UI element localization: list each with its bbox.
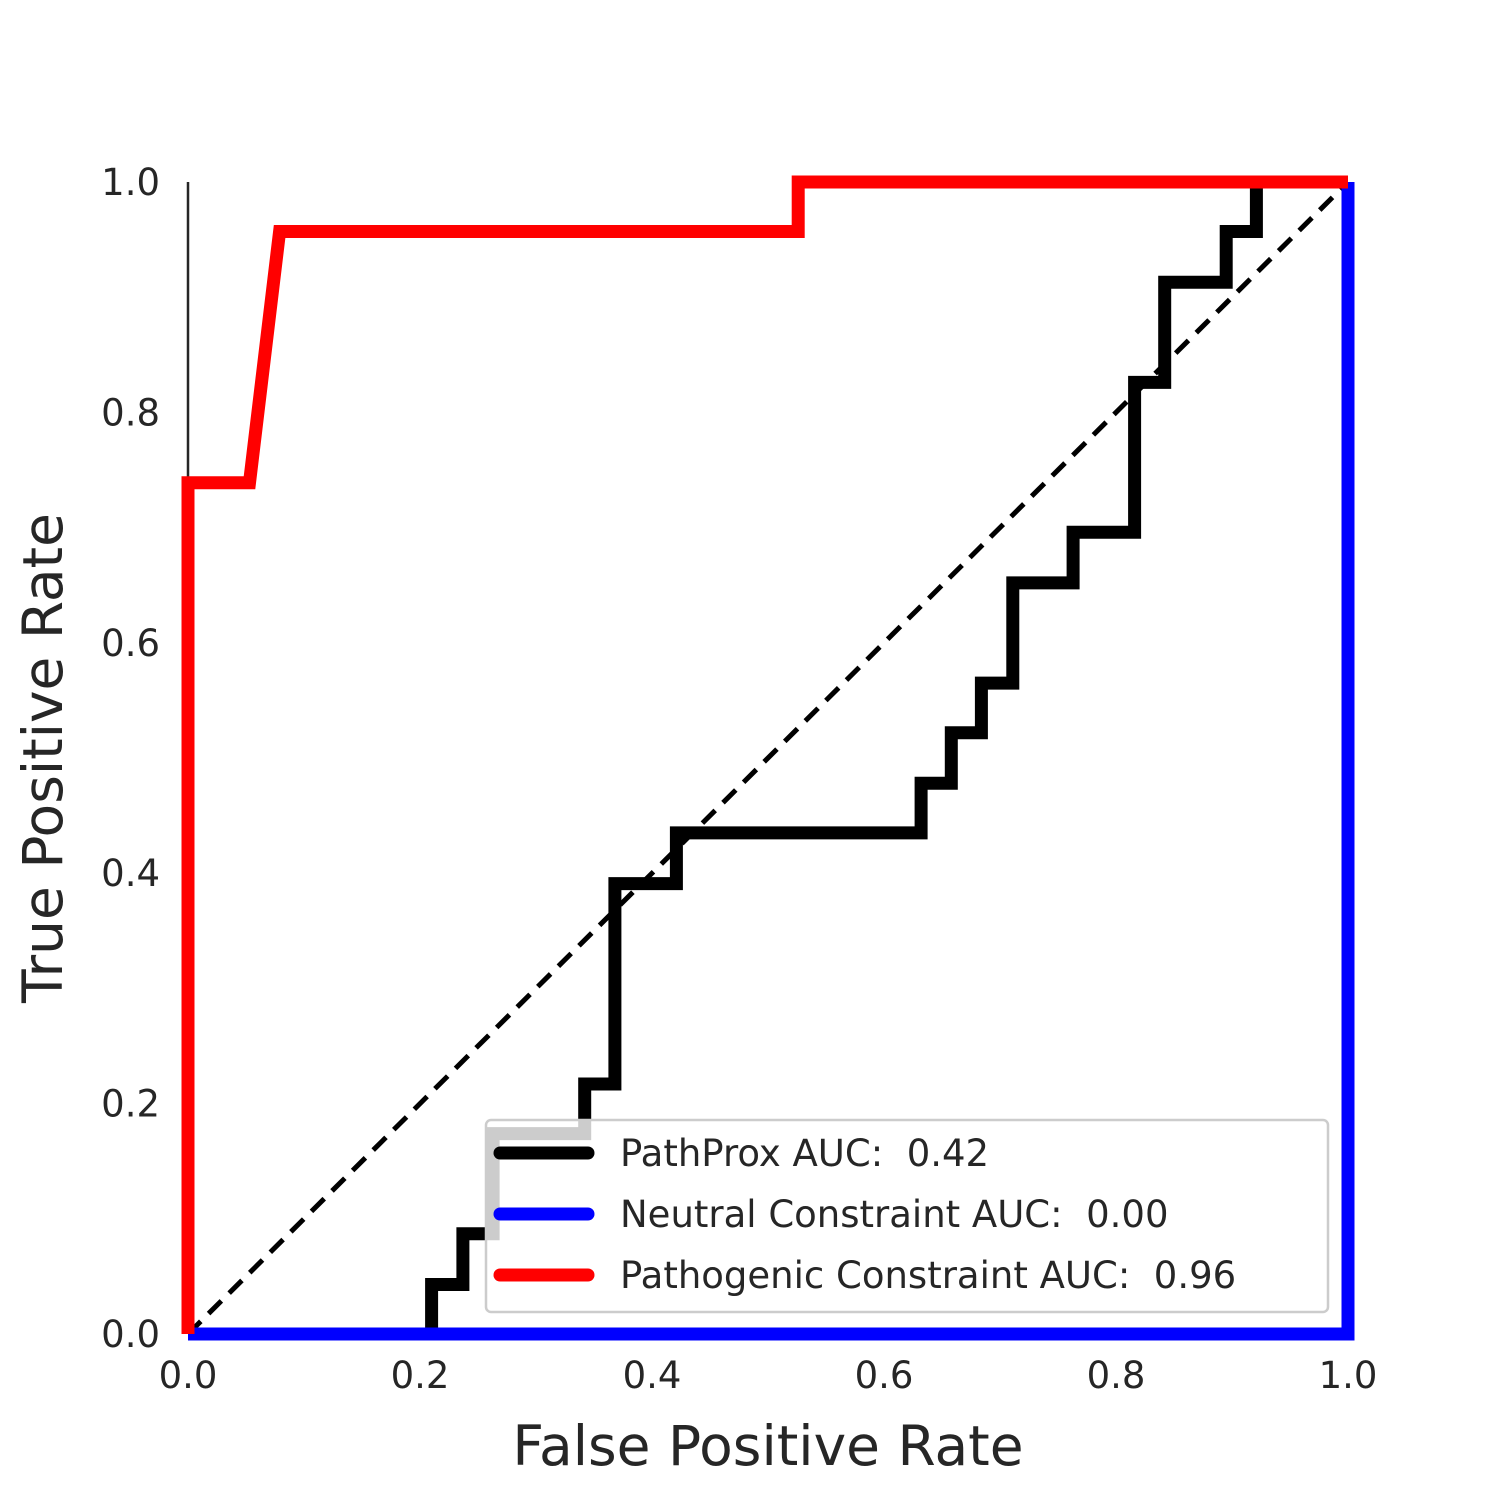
x-tick-label: 0.4 [623,1354,682,1397]
y-tick-label: 0.4 [101,852,160,895]
y-tick-label: 1.0 [101,161,160,204]
x-tick-label: 0.0 [159,1354,218,1397]
y-axis-title: True Positive Rate [11,513,75,1004]
legend-items: PathProx AUC: 0.42 Neutral Constraint AUC… [493,1132,1236,1297]
y-tick-label: 0.6 [101,622,160,665]
legend-label-0: PathProx AUC: 0.42 [620,1132,989,1175]
legend-label-1: Neutral Constraint AUC: 0.00 [620,1193,1169,1236]
x-tick-label: 0.8 [1087,1354,1146,1397]
series-line-1 [188,182,1355,1341]
series-line-2 [181,175,1348,1334]
plot-area [181,175,1355,1341]
x-tick-label: 1.0 [1319,1354,1378,1397]
legend-label-2: Pathogenic Constraint AUC: 0.96 [620,1254,1236,1297]
legend-box [484,1118,1330,1314]
x-tick-label: 0.6 [855,1354,914,1397]
y-tick-label: 0.2 [101,1083,160,1126]
x-tick-label: 0.2 [391,1354,450,1397]
chance-diagonal-line [186,180,1350,1336]
y-tick-label: 0.0 [101,1313,160,1356]
y-tick-label: 0.8 [101,391,160,434]
legend: PathProx AUC: 0.42 Neutral Constraint AUC… [484,1118,1330,1314]
x-axis-title: False Positive Rate [512,1414,1023,1478]
y-tick-labels: 0.0 0.2 0.4 0.6 0.8 1.0 [101,161,160,1356]
x-tick-labels: 0.0 0.2 0.4 0.6 0.8 1.0 [159,1354,1378,1397]
